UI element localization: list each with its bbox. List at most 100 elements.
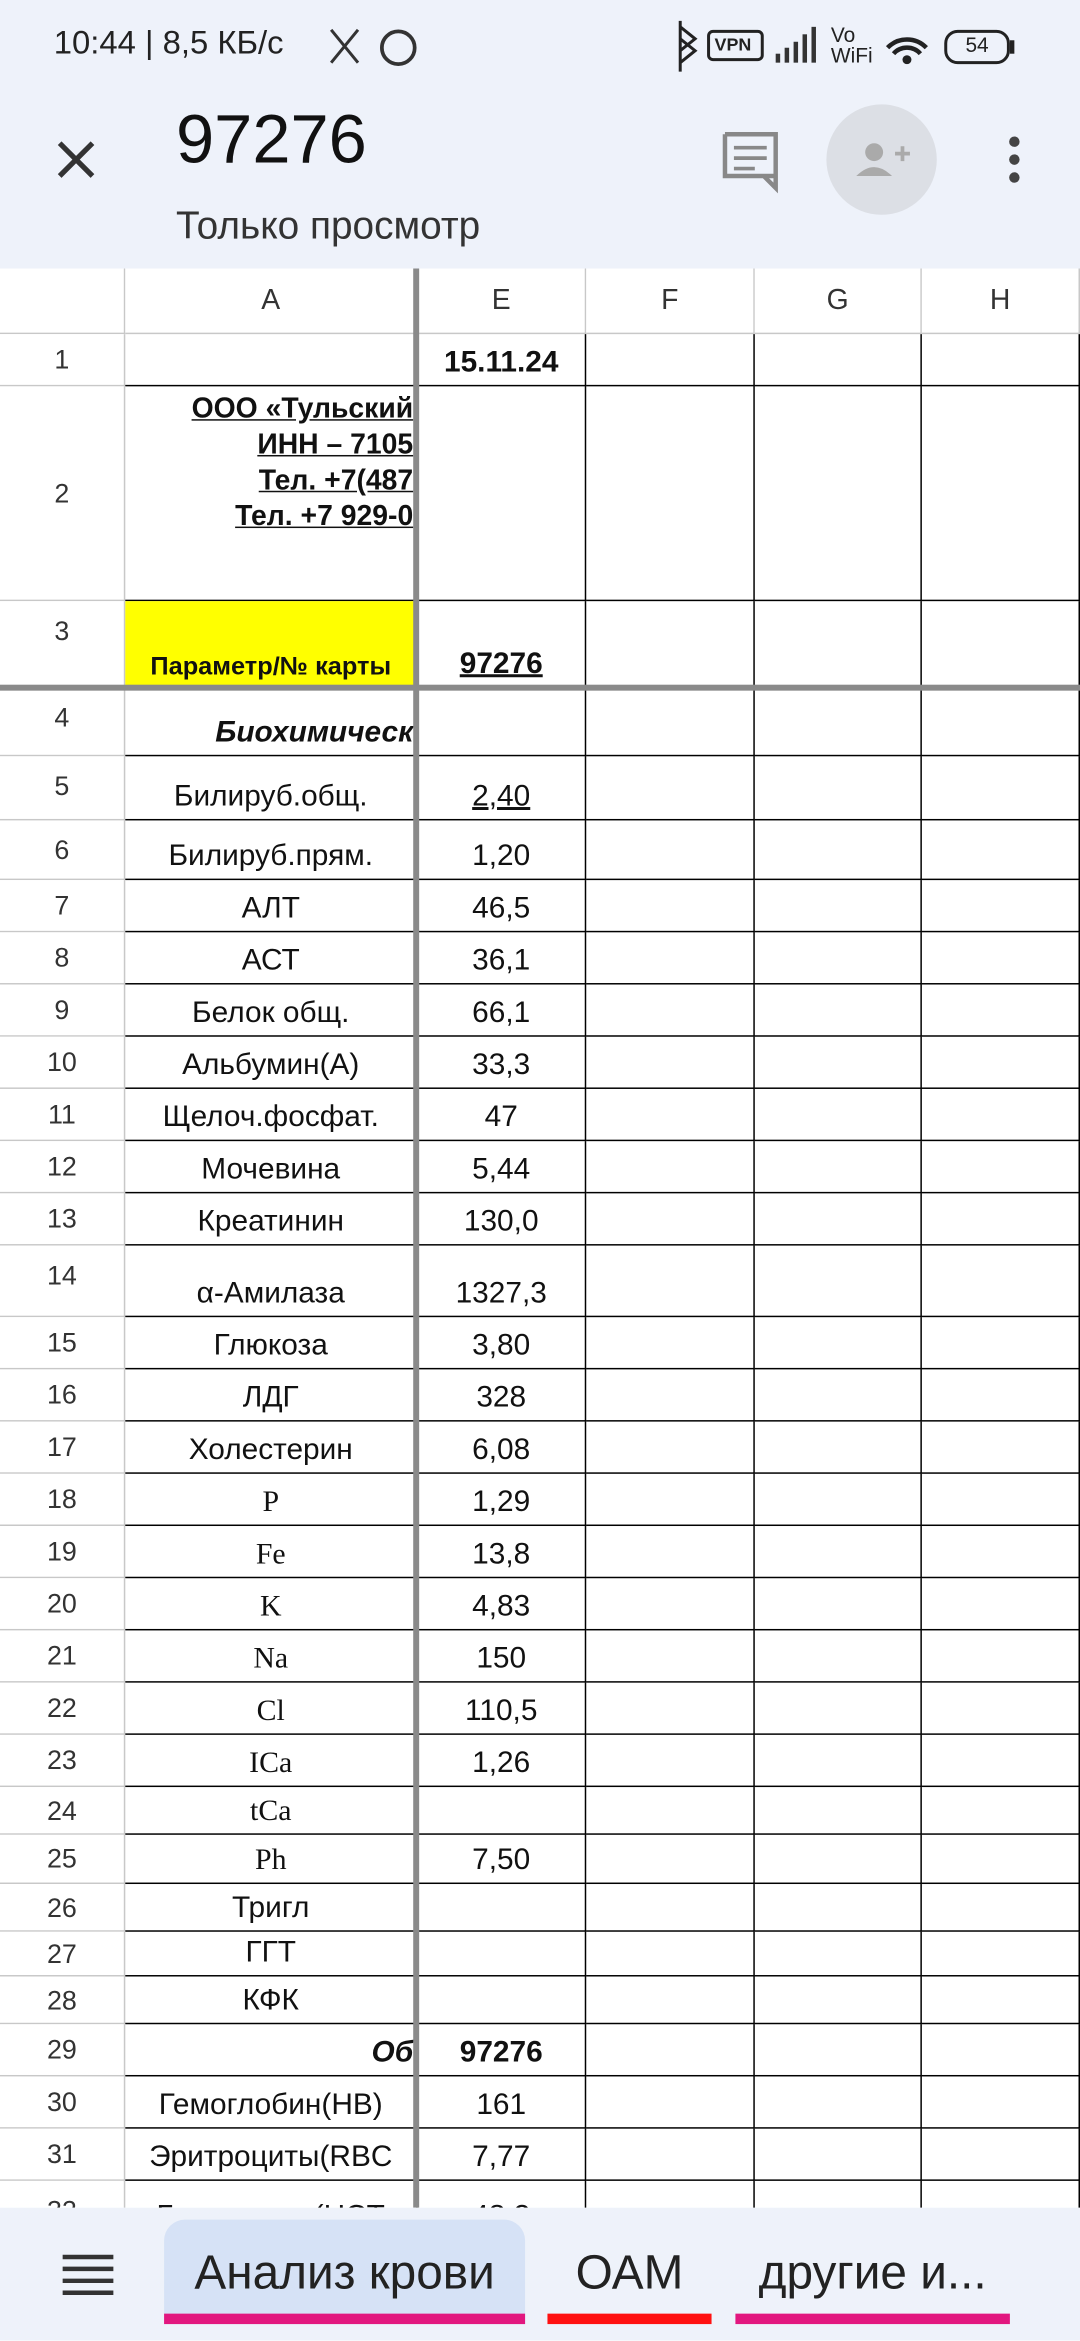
cell-e[interactable]: 48,2 (418, 2180, 587, 2208)
cell-empty[interactable] (586, 1141, 755, 1194)
cell-empty[interactable] (586, 1088, 755, 1142)
cell-empty[interactable] (586, 1421, 755, 1474)
cell-e[interactable]: 1,20 (417, 820, 587, 881)
row-number[interactable]: 3 (0, 601, 126, 688)
cell-a[interactable]: ООО «Тульский ИНН – 7105 Тел. +7(487 Тел. +… (125, 386, 418, 602)
menu-icon[interactable] (60, 2252, 117, 2297)
cell-empty[interactable] (921, 1193, 1080, 1246)
cell-e[interactable] (417, 1884, 587, 1932)
cell-empty[interactable] (586, 386, 755, 602)
cell-a[interactable]: P (125, 1473, 418, 1527)
cell-empty[interactable] (921, 1088, 1080, 1142)
cell-empty[interactable] (754, 1369, 922, 1422)
cell-e[interactable]: 4,83 (417, 1578, 587, 1631)
cell-e[interactable]: 110,5 (417, 1682, 587, 1735)
cell-empty[interactable] (921, 1245, 1080, 1318)
cell-empty[interactable] (586, 601, 755, 688)
row-number[interactable]: 12 (0, 1141, 126, 1194)
cell-empty[interactable] (586, 2180, 755, 2208)
column-header[interactable]: E (417, 268, 587, 335)
cell-empty[interactable] (754, 1317, 922, 1370)
cell-empty[interactable] (586, 2024, 755, 2077)
cell-empty[interactable] (921, 880, 1080, 933)
cell-a[interactable]: КФК (125, 1976, 418, 2025)
cell-e[interactable] (417, 1976, 587, 2025)
cell-empty[interactable] (754, 386, 922, 602)
cell-e[interactable]: 1,29 (417, 1473, 587, 1527)
row-number[interactable]: 5 (0, 756, 126, 821)
cell-a[interactable]: Мочевина (125, 1141, 418, 1194)
cell-e[interactable]: 7,50 (417, 1834, 587, 1885)
cell-a[interactable]: Тригл (125, 1884, 418, 1932)
cell-empty[interactable] (921, 932, 1080, 985)
cell-empty[interactable] (921, 1036, 1080, 1089)
cell-empty[interactable] (921, 1682, 1080, 1735)
cell-empty[interactable] (754, 984, 922, 1037)
row-number[interactable]: 4 (0, 687, 126, 757)
cell-empty[interactable] (754, 820, 922, 881)
cell-a[interactable]: АСТ (125, 932, 418, 985)
row-number[interactable]: 2 (0, 386, 126, 602)
row-number[interactable]: 16 (0, 1369, 126, 1422)
cell-empty[interactable] (921, 1526, 1080, 1579)
cell-e[interactable]: 1327,3 (417, 1245, 587, 1318)
cell-a[interactable]: ICa (125, 1734, 418, 1788)
cell-e[interactable]: 6,08 (417, 1421, 587, 1474)
cell-e[interactable]: 161 (417, 2076, 587, 2129)
cell-empty[interactable] (754, 334, 922, 387)
cell-empty[interactable] (921, 2128, 1080, 2181)
cell-a[interactable]: Биохимическ (125, 687, 418, 757)
cell-empty[interactable] (921, 1473, 1080, 1527)
cell-a[interactable]: Cl (125, 1682, 418, 1735)
cell-empty[interactable] (754, 1526, 922, 1579)
cell-empty[interactable] (754, 1245, 922, 1318)
cell-a[interactable]: Гемоглобин(HB) (125, 2076, 418, 2129)
cell-a[interactable]: Щелоч.фосфат. (125, 1088, 418, 1142)
column-header[interactable]: A (125, 268, 418, 335)
row-number[interactable]: 25 (0, 1834, 126, 1885)
cell-a[interactable]: Белок общ. (125, 984, 418, 1037)
row-number[interactable]: 29 (0, 2024, 126, 2077)
cell-empty[interactable] (921, 1141, 1080, 1194)
cell-empty[interactable] (586, 1787, 755, 1835)
sheet-tab[interactable]: другие и... (758, 2244, 987, 2298)
cell-e[interactable] (417, 1931, 587, 1977)
row-number[interactable]: 17 (0, 1421, 126, 1474)
cell-empty[interactable] (921, 601, 1080, 688)
cell-empty[interactable] (921, 2024, 1080, 2077)
cell-a[interactable]: Билируб.общ. (125, 756, 418, 821)
sheet-tab[interactable]: Анализ крови (164, 2219, 526, 2325)
cell-empty[interactable] (754, 1036, 922, 1089)
cell-empty[interactable] (921, 1931, 1080, 1977)
cell-a[interactable]: Fe (125, 1526, 418, 1579)
cell-e[interactable]: 150 (417, 1630, 587, 1683)
column-header[interactable]: G (754, 268, 922, 335)
cell-a[interactable]: Холестерин (125, 1421, 418, 1474)
cell-empty[interactable] (921, 756, 1080, 821)
row-number[interactable]: 19 (0, 1526, 126, 1579)
cell-e[interactable]: 97276 (417, 2024, 587, 2077)
cell-empty[interactable] (754, 1787, 922, 1835)
cell-a[interactable]: Ph (125, 1834, 418, 1885)
cell-empty[interactable] (586, 2128, 755, 2181)
row-number[interactable]: 31 (0, 2128, 126, 2181)
row-number[interactable]: 24 (0, 1787, 126, 1835)
cell-empty[interactable] (586, 1317, 755, 1370)
cell-empty[interactable] (586, 932, 755, 985)
cell-e[interactable]: 97276 (417, 601, 587, 688)
cell-empty[interactable] (754, 1088, 922, 1142)
row-number[interactable]: 15 (0, 1317, 126, 1370)
row-number[interactable]: 8 (0, 932, 126, 985)
cell-a[interactable]: Гематокрит(HCT (125, 2180, 418, 2208)
cell-empty[interactable] (586, 1369, 755, 1422)
cell-empty[interactable] (754, 2024, 922, 2077)
column-header[interactable]: F (586, 268, 755, 335)
row-number[interactable]: 23 (0, 1734, 126, 1788)
cell-empty[interactable] (586, 1526, 755, 1579)
cell-empty[interactable] (921, 1317, 1080, 1370)
cell-empty[interactable] (586, 1473, 755, 1527)
cell-e[interactable]: 3,80 (417, 1317, 587, 1370)
row-number[interactable]: 22 (0, 1682, 126, 1735)
cell-empty[interactable] (754, 1884, 922, 1932)
cell-a[interactable]: tCa (125, 1787, 418, 1835)
